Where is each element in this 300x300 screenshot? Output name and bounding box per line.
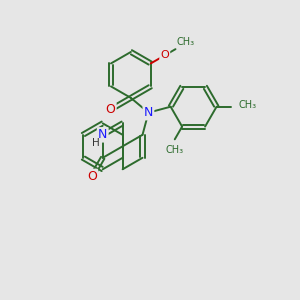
Text: N: N — [144, 106, 153, 119]
Text: CH₃: CH₃ — [166, 145, 184, 155]
Text: CH₃: CH₃ — [176, 37, 194, 47]
Text: CH₃: CH₃ — [239, 100, 257, 110]
Text: H: H — [92, 138, 100, 148]
Text: O: O — [87, 170, 97, 183]
Text: N: N — [98, 128, 107, 141]
Text: O: O — [160, 50, 169, 60]
Text: O: O — [106, 103, 116, 116]
